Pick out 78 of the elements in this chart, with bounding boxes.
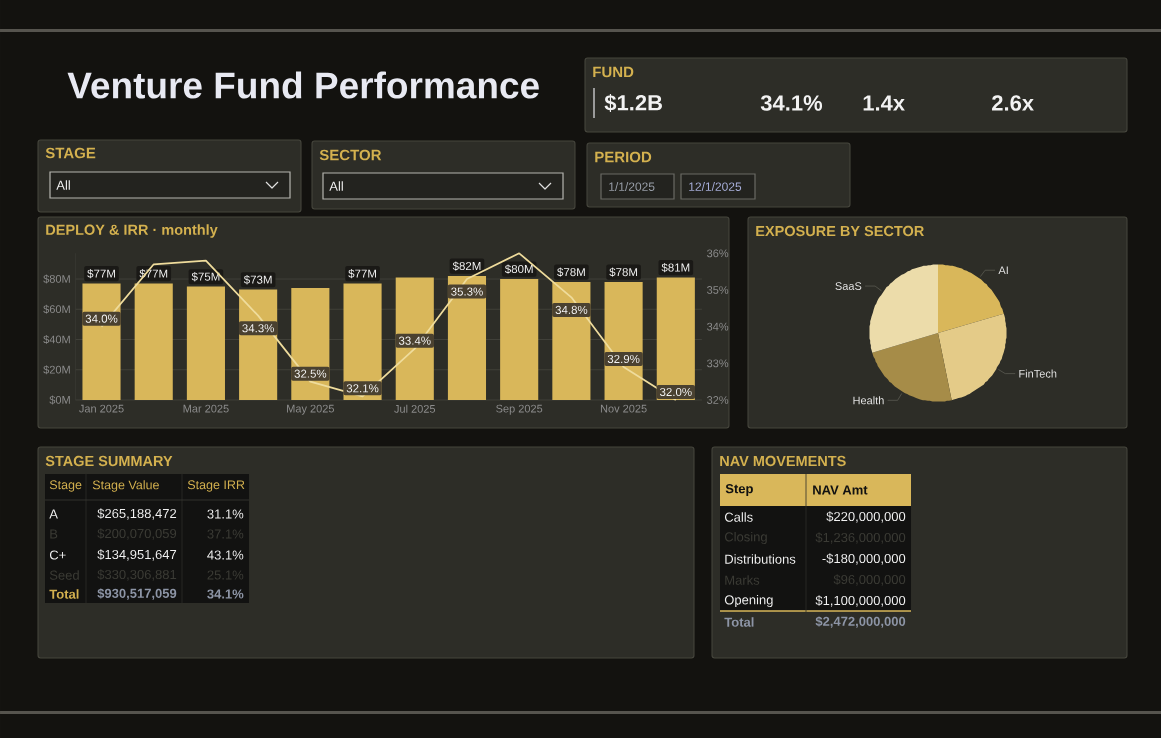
text: NAV MOVEMENTS xyxy=(720,455,846,467)
y2-tick-label: 33% xyxy=(707,359,729,368)
y-tick-label: $20M xyxy=(43,365,70,375)
x-tick-label: Nov 2025 xyxy=(600,404,647,413)
data-label: $81M xyxy=(661,263,690,273)
text: $220,000,000 xyxy=(826,511,906,523)
text: All xyxy=(329,181,343,191)
text: 1/1/2025 xyxy=(609,182,655,191)
text: PERIOD xyxy=(595,151,652,163)
y2-tick-label: 34% xyxy=(707,322,729,331)
text: STAGE xyxy=(45,147,96,159)
text: $265,188,472 xyxy=(97,508,177,520)
category-label: Stage Value xyxy=(92,480,159,492)
text: 2.6x xyxy=(992,95,1034,111)
text: $1,100,000,000 xyxy=(815,595,906,607)
text: STAGE SUMMARY xyxy=(45,455,173,467)
text: 34.1% xyxy=(207,589,244,599)
data-label: 32.1% xyxy=(346,384,379,393)
text: Opening xyxy=(724,594,773,608)
text: 1.4x xyxy=(863,95,905,111)
text: 31.1% xyxy=(207,509,244,519)
data-label: 32.9% xyxy=(607,354,640,364)
text: Calls xyxy=(724,512,753,522)
x-tick-label: Jul 2025 xyxy=(394,404,436,413)
y-tick-label: $40M xyxy=(43,335,70,344)
bar xyxy=(134,283,173,400)
text: 43.1% xyxy=(207,550,244,560)
data-label: $78M xyxy=(609,267,638,277)
data-label: 32.0% xyxy=(659,387,692,397)
text: A xyxy=(49,509,58,519)
category-label: Stage IRR xyxy=(187,480,245,492)
data-label: 33.4% xyxy=(398,336,431,345)
y-tick-label: $0M xyxy=(49,395,70,405)
text: Total xyxy=(49,589,79,599)
x-tick-label: Jan 2025 xyxy=(79,404,124,413)
text: Venture Fund Performance xyxy=(67,71,539,99)
category-label: NAV Amt xyxy=(813,485,868,495)
text: -$180,000,000 xyxy=(822,553,906,565)
y-tick-label: $60M xyxy=(43,304,70,314)
text: $1.2B xyxy=(604,94,662,112)
slice-label: Health xyxy=(853,396,884,405)
x-tick-label: Mar 2025 xyxy=(183,404,229,413)
slice-label: AI xyxy=(998,266,1008,275)
data-label: $77M xyxy=(87,269,115,279)
category-label: Stage xyxy=(49,480,82,492)
chart-title: EXPOSURE BY SECTOR xyxy=(756,225,924,237)
text: $2,472,000,000 xyxy=(815,616,906,628)
data-label: 32.5% xyxy=(294,369,327,378)
data-label: $77M xyxy=(348,269,376,279)
x-tick-label: Sep 2025 xyxy=(496,404,543,415)
data-label: $75M xyxy=(191,272,220,282)
data-label: $80M xyxy=(504,264,533,274)
category-label: Step xyxy=(725,484,753,496)
text: $134,951,647 xyxy=(97,549,177,561)
text: 34.1% xyxy=(760,95,823,111)
data-label: 34.0% xyxy=(85,314,118,323)
text: Total xyxy=(724,617,754,627)
chart-title: DEPLOY & IRR · monthly xyxy=(46,224,218,238)
text: 12/1/2025 xyxy=(689,182,742,191)
y-tick-label: $80M xyxy=(43,274,70,284)
slice-label: FinTech xyxy=(1019,369,1057,378)
data-label: 34.8% xyxy=(555,305,588,314)
text: C+ xyxy=(49,550,66,560)
text: SECTOR xyxy=(319,149,382,161)
data-label: 35.3% xyxy=(451,287,483,296)
y2-tick-label: 35% xyxy=(707,286,729,294)
data-label: 34.3% xyxy=(242,324,275,333)
data-label: $78M xyxy=(557,267,585,277)
data-label: $82M xyxy=(452,261,481,271)
y2-tick-label: 32% xyxy=(707,396,729,404)
text: FUND xyxy=(593,66,634,78)
data-label: $73M xyxy=(243,275,272,285)
text: $930,517,059 xyxy=(97,588,177,600)
x-tick-label: May 2025 xyxy=(287,404,335,415)
text: All xyxy=(56,180,70,190)
y2-tick-label: 36% xyxy=(707,249,729,258)
text: Distributions xyxy=(725,554,796,564)
slice-label: SaaS xyxy=(835,282,862,290)
